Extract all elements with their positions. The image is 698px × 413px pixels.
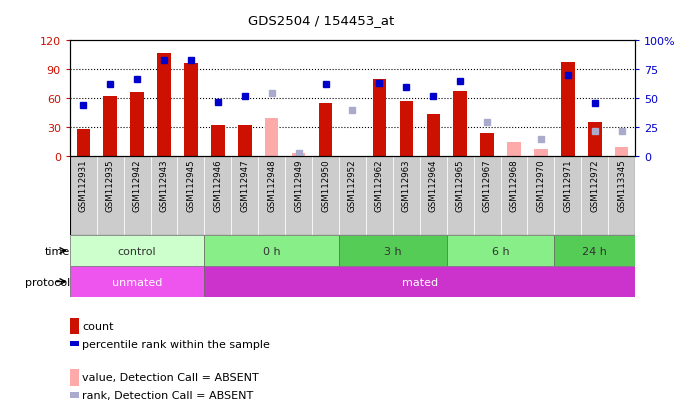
Bar [426,114,440,157]
Bar [231,157,258,235]
Text: 24 h: 24 h [582,246,607,256]
Bar [454,91,467,157]
Text: GSM112935: GSM112935 [105,159,114,212]
Text: GDS2504 / 154453_at: GDS2504 / 154453_at [248,14,394,27]
Bar [534,149,548,157]
Text: GSM112942: GSM112942 [133,159,142,212]
Text: percentile rank within the sample: percentile rank within the sample [82,339,270,349]
Text: GSM112947: GSM112947 [240,159,249,212]
Bar [103,97,117,157]
Text: 3 h: 3 h [384,246,401,256]
Bar [608,157,635,235]
Bar [157,54,171,157]
Bar [393,157,419,235]
Bar [211,126,225,157]
Bar [588,122,602,157]
Text: value, Detection Call = ABSENT: value, Detection Call = ABSENT [82,373,259,382]
Text: GSM112931: GSM112931 [79,159,88,212]
Text: GSM112967: GSM112967 [482,159,491,212]
Bar [184,64,198,157]
Text: GSM112948: GSM112948 [267,159,276,212]
Text: time: time [45,246,70,256]
Bar [77,130,90,157]
Bar [177,157,205,235]
Bar [615,147,628,157]
Bar [205,235,339,266]
Text: GSM112965: GSM112965 [456,159,465,212]
Bar [70,157,97,235]
Bar [70,235,205,266]
Bar [447,157,474,235]
Bar [507,142,521,157]
Text: GSM112968: GSM112968 [510,159,519,212]
Text: unmated: unmated [112,277,163,287]
Bar [480,134,494,157]
Text: 0 h: 0 h [263,246,281,256]
Bar [70,266,205,297]
Text: GSM112972: GSM112972 [591,159,600,212]
Bar [97,157,124,235]
Text: GSM112949: GSM112949 [294,159,303,212]
Bar [292,154,306,157]
Bar [258,157,285,235]
Bar [319,104,332,157]
Text: GSM112946: GSM112946 [214,159,223,212]
Bar [124,157,151,235]
Text: protocol: protocol [24,277,70,287]
Text: GSM112971: GSM112971 [563,159,572,212]
Bar [285,157,312,235]
Bar [419,157,447,235]
Text: control: control [118,246,156,256]
Bar [312,157,339,235]
Bar [339,157,366,235]
Bar [366,157,393,235]
Bar [205,266,635,297]
Bar [554,235,635,266]
Text: GSM112964: GSM112964 [429,159,438,212]
Text: rank, Detection Call = ABSENT: rank, Detection Call = ABSENT [82,390,253,400]
Text: GSM112943: GSM112943 [160,159,168,212]
Bar [581,157,608,235]
Bar [265,119,279,157]
Text: GSM112950: GSM112950 [321,159,330,212]
Text: GSM112963: GSM112963 [402,159,411,212]
Bar [474,157,500,235]
Text: GSM112945: GSM112945 [186,159,195,212]
Bar [339,235,447,266]
Bar [561,62,574,157]
Text: GSM112962: GSM112962 [375,159,384,212]
Bar [554,157,581,235]
Bar [131,93,144,157]
Bar [373,80,386,157]
Bar [528,157,554,235]
Text: count: count [82,321,114,331]
Text: 6 h: 6 h [492,246,510,256]
Bar [399,102,413,157]
Bar [205,157,231,235]
Bar [500,157,528,235]
Text: GSM112952: GSM112952 [348,159,357,212]
Text: GSM113345: GSM113345 [617,159,626,212]
Text: mated: mated [402,277,438,287]
Bar [151,157,177,235]
Bar [238,126,251,157]
Bar [447,235,554,266]
Text: GSM112970: GSM112970 [537,159,545,212]
